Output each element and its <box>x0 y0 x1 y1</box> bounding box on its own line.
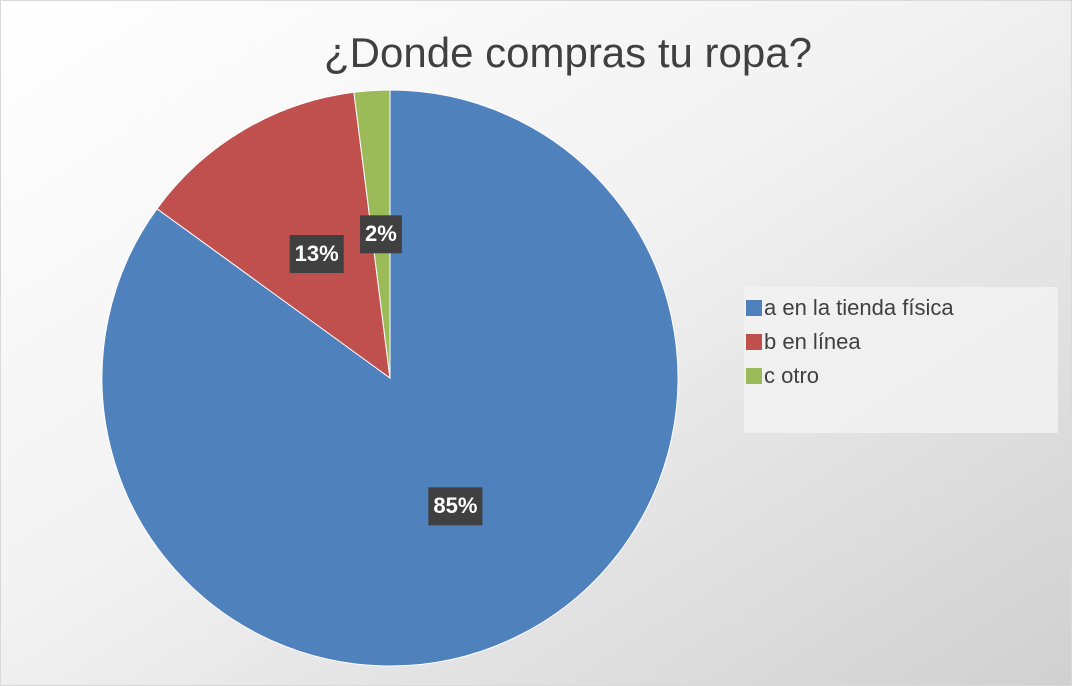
data-label: 85% <box>433 493 477 518</box>
legend-label: a en la tienda física <box>764 295 954 320</box>
legend-box <box>744 287 1058 433</box>
pie-slice <box>156 91 391 380</box>
legend-marker <box>746 334 762 350</box>
data-label-box <box>428 487 483 526</box>
chart-title: ¿Donde compras tu ropa? <box>324 29 812 76</box>
data-label-box <box>289 235 344 274</box>
data-label: 13% <box>295 241 339 266</box>
data-label-box <box>360 215 402 254</box>
legend-label: c otro <box>764 363 819 388</box>
data-label: 2% <box>365 221 397 246</box>
legend-marker <box>746 300 762 316</box>
legend-label: b en línea <box>764 329 861 354</box>
legend-marker <box>746 368 762 384</box>
